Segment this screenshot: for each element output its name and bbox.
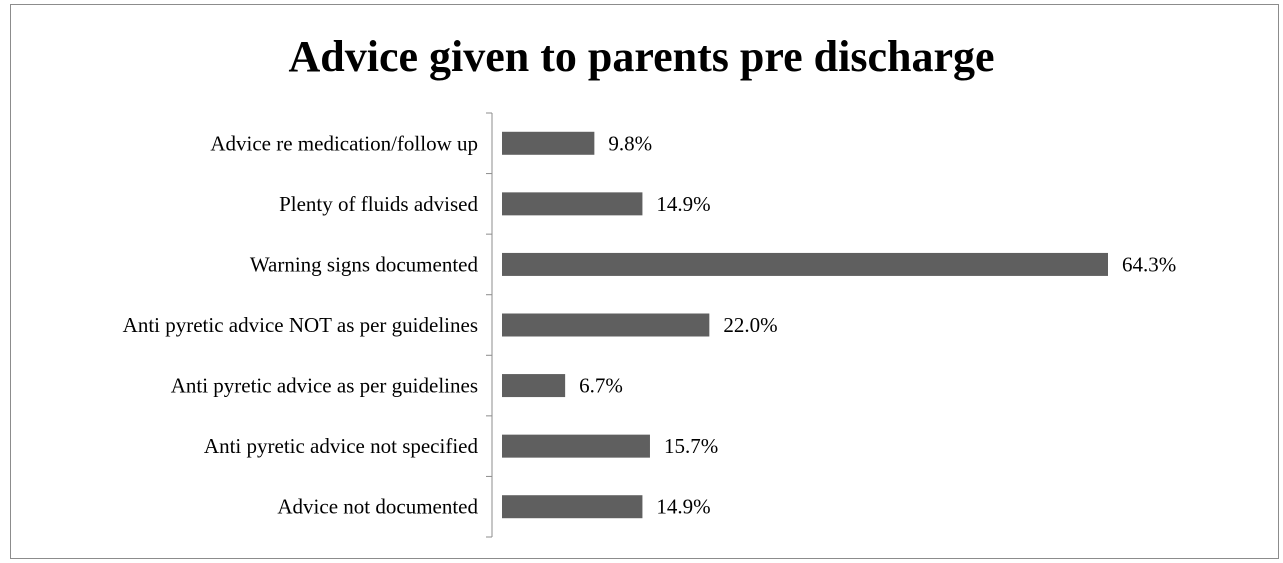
data-label: 14.9% xyxy=(656,192,710,216)
data-label: 64.3% xyxy=(1122,252,1176,276)
chart-frame xyxy=(10,4,1279,559)
data-label: 15.7% xyxy=(664,434,718,458)
bar xyxy=(502,434,650,458)
bar xyxy=(502,252,1108,276)
data-label: 6.7% xyxy=(579,374,623,398)
bar xyxy=(502,192,643,216)
data-label: 22.0% xyxy=(723,313,777,337)
bar xyxy=(502,495,643,519)
category-label: Anti pyretic advice as per guidelines xyxy=(171,374,478,398)
category-label: Advice not documented xyxy=(277,495,478,519)
category-label: Anti pyretic advice NOT as per guideline… xyxy=(123,313,478,337)
category-label: Plenty of fluids advised xyxy=(279,192,478,216)
label-layer: Advice re medication/follow up 9.8% Plenty… xyxy=(123,131,1177,518)
category-label: Anti pyretic advice not specified xyxy=(204,434,479,458)
category-label: Warning signs documented xyxy=(250,252,479,276)
bar-layer xyxy=(502,131,1108,519)
data-label: 14.9% xyxy=(656,495,710,519)
bar xyxy=(502,313,710,337)
axis-layer xyxy=(486,112,493,538)
chart-title: Advice given to parents pre discharge xyxy=(288,32,995,81)
data-label: 9.8% xyxy=(608,131,652,155)
category-label: Advice re medication/follow up xyxy=(210,131,478,155)
bar xyxy=(502,374,566,398)
bar xyxy=(502,131,595,155)
